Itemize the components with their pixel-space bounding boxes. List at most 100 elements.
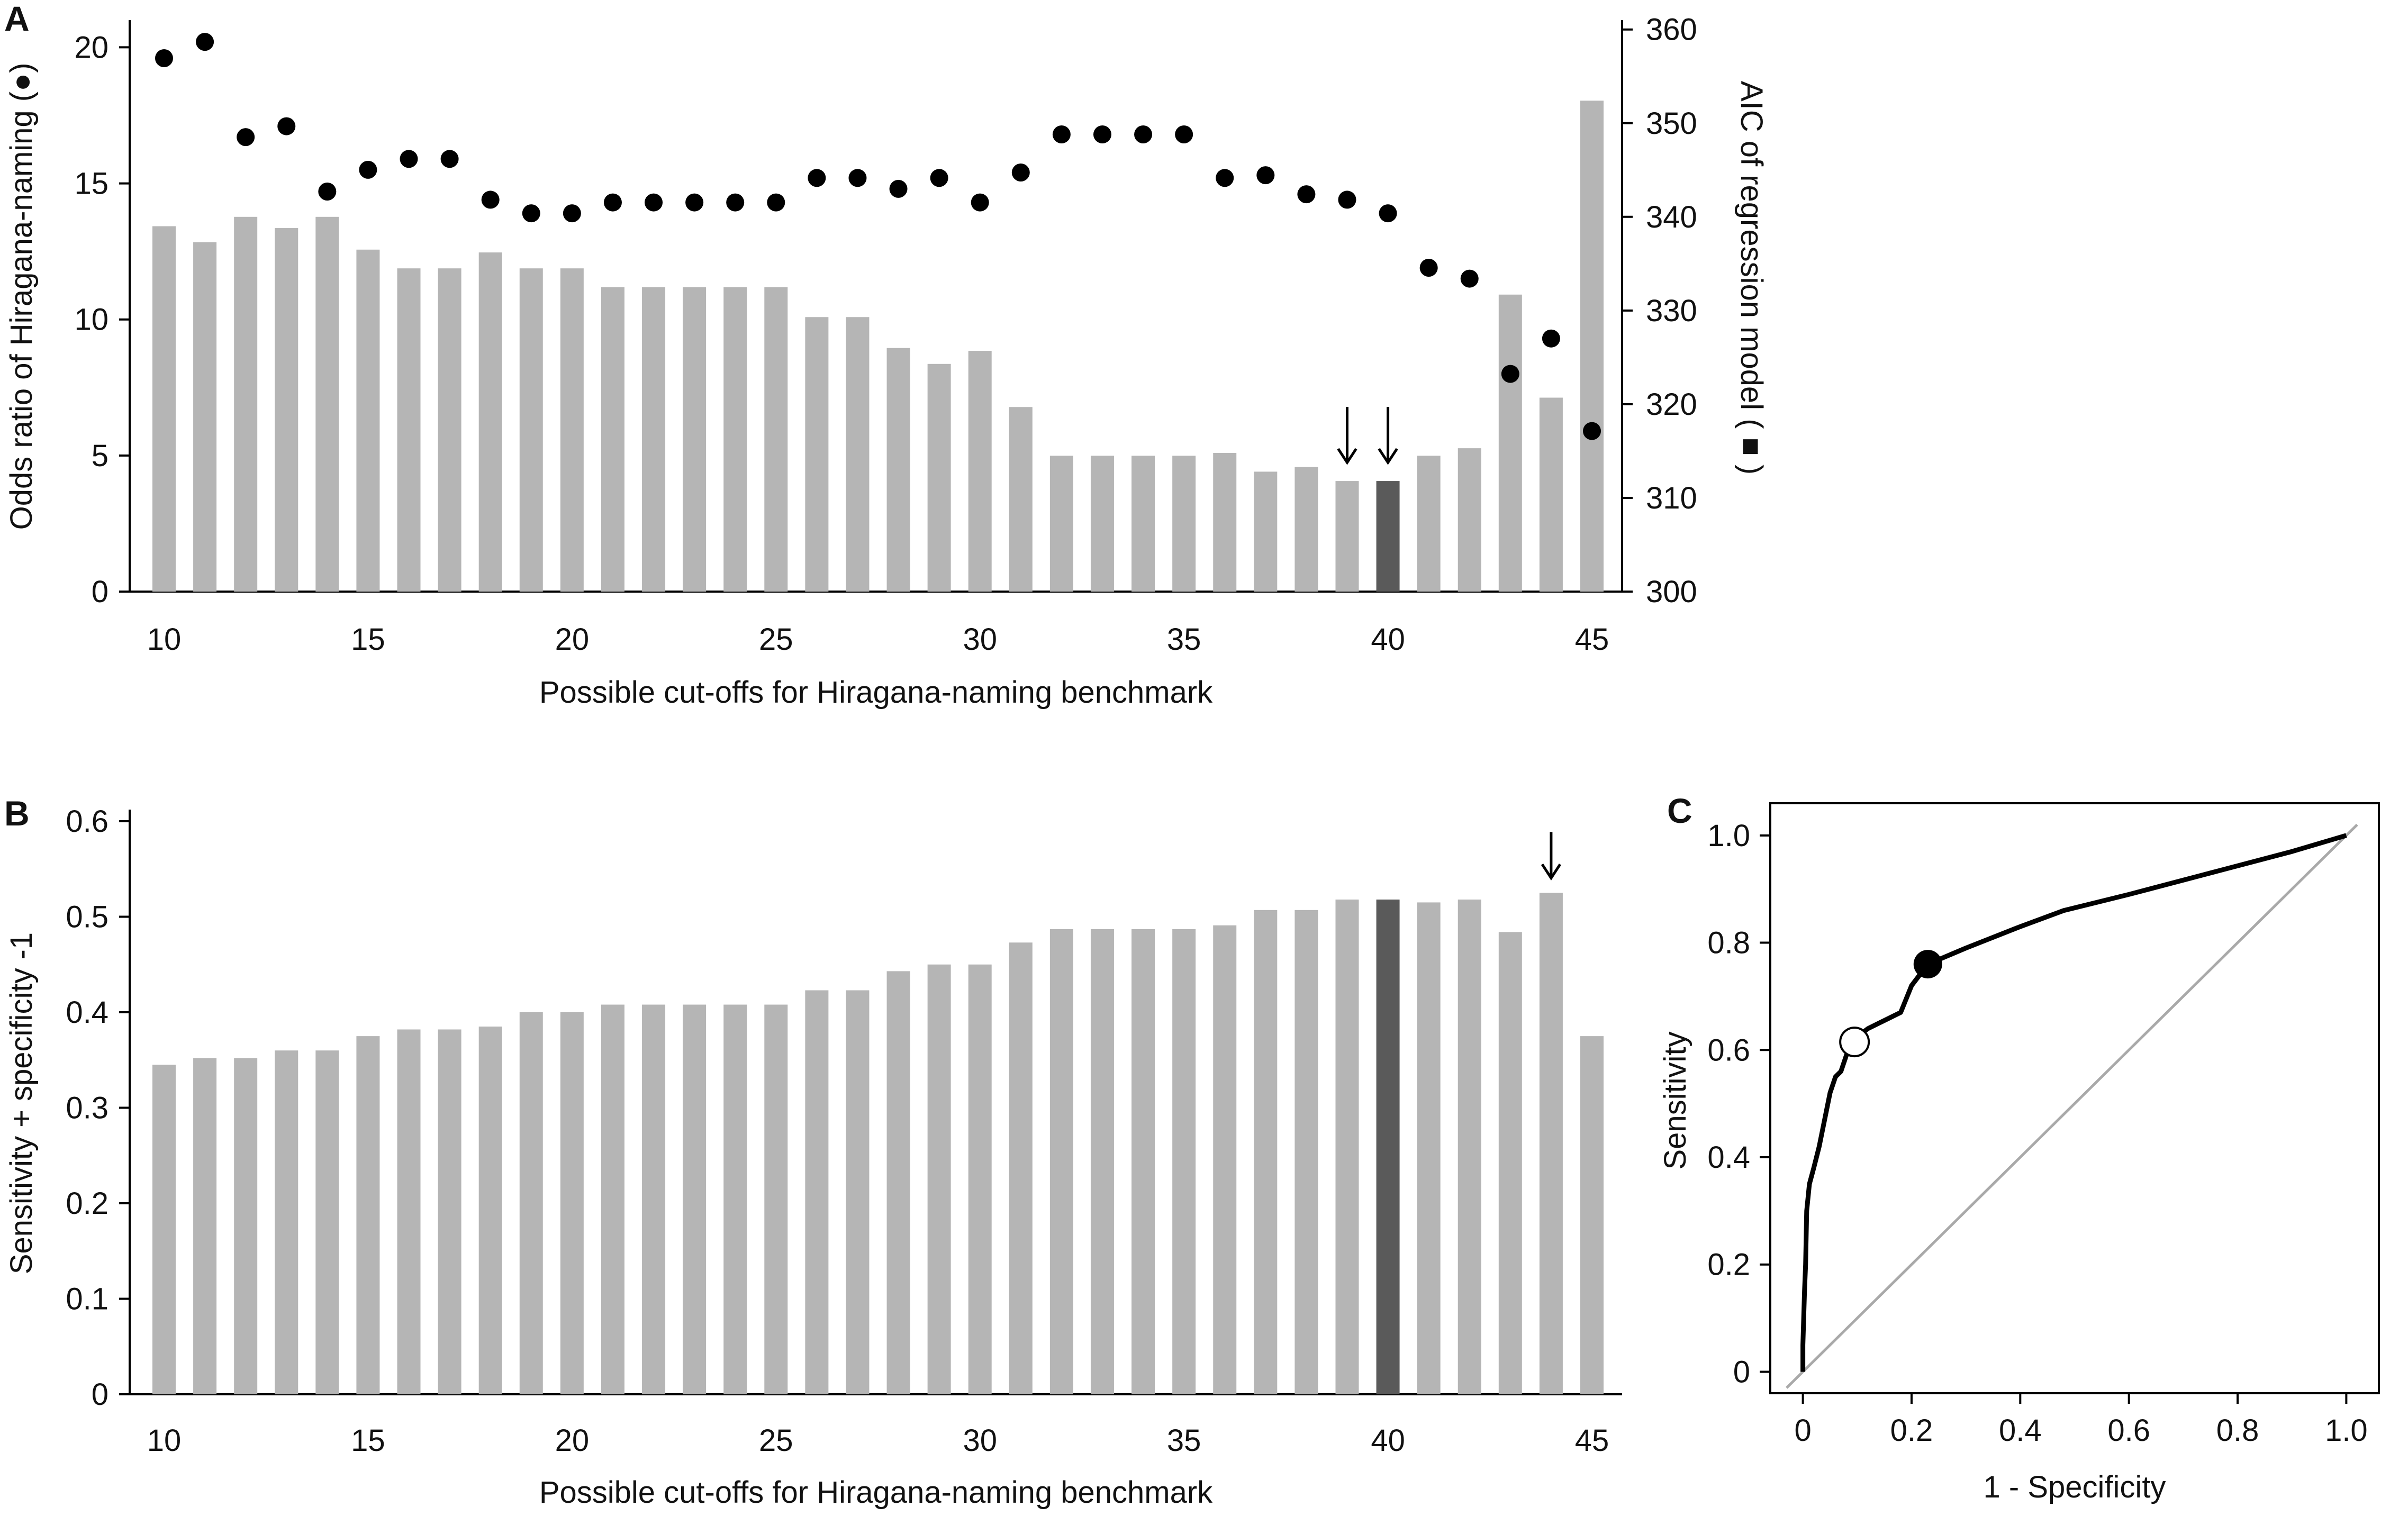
- panel-c-y-tick: 0.4: [1707, 1140, 1750, 1175]
- aic-bar-27: [846, 317, 870, 592]
- odds-point-27: [848, 169, 867, 187]
- youden-bar-33: [1090, 929, 1114, 1394]
- youden-bar-45: [1580, 1036, 1604, 1394]
- aic-bar-17: [438, 268, 461, 592]
- panel-a-x-tick: 45: [1575, 622, 1609, 657]
- panel-b-x-tick: 40: [1371, 1423, 1405, 1458]
- aic-bar-31: [1009, 407, 1033, 592]
- panel-b-bars: [152, 893, 1604, 1394]
- youden-bar-12: [234, 1058, 258, 1394]
- panel-b-x-ticks: 10 15 20 25 30 35 40 45: [147, 1423, 1609, 1458]
- youden-bar-11: [193, 1058, 217, 1394]
- panel-b-x-tick: 35: [1167, 1423, 1201, 1458]
- odds-point-35: [1175, 125, 1193, 143]
- panel-a-right-y-label: AIC of regression model ( ■ ): [1734, 81, 1769, 475]
- panel-a-bars: [152, 101, 1604, 592]
- panel-b-x-label: Possible cut-offs for Hiragana-naming be…: [539, 1475, 1213, 1510]
- youden-bar-27: [846, 990, 870, 1394]
- panel-b-x-tick: 20: [555, 1423, 590, 1458]
- panel-c-x-tick: 0.6: [2107, 1413, 2150, 1448]
- panel-c-y-tick: 1.0: [1707, 819, 1750, 853]
- aic-bar-32: [1049, 456, 1073, 592]
- panel-a-right-tick: 330: [1646, 294, 1697, 328]
- odds-point-24: [726, 193, 745, 212]
- panel-b-y-tick: 0.6: [66, 804, 108, 839]
- youden-bar-44: [1539, 893, 1563, 1394]
- youden-bar-25: [764, 1004, 788, 1394]
- odds-point-13: [277, 117, 296, 135]
- odds-point-12: [237, 128, 255, 147]
- panel-b-y-tick: 0.2: [66, 1186, 108, 1221]
- filled-cutoff-point: [1913, 950, 1942, 979]
- odds-point-44: [1542, 329, 1560, 348]
- panel-a-x-tick: 20: [555, 622, 590, 657]
- panel-a-label: A: [4, 0, 30, 38]
- aic-bar-19: [519, 268, 543, 592]
- panel-c-x-tick: 1.0: [2325, 1413, 2368, 1448]
- panel-b-y-label: Sensitivity + specificity -1: [4, 932, 39, 1274]
- odds-point-43: [1501, 365, 1519, 383]
- aic-bar-36: [1213, 452, 1237, 592]
- panel-a-x-tick: 15: [351, 622, 385, 657]
- odds-point-45: [1583, 422, 1601, 440]
- panel-a-left-tick: 20: [74, 30, 108, 65]
- aic-bar-39: [1335, 481, 1359, 592]
- aic-bar-20: [560, 268, 584, 592]
- aic-bar-34: [1131, 456, 1155, 592]
- odds-point-32: [1052, 125, 1071, 143]
- youden-bar-16: [397, 1029, 421, 1394]
- odds-point-20: [563, 204, 581, 223]
- aic-bar-30: [968, 350, 992, 592]
- youden-bar-41: [1417, 902, 1441, 1394]
- panel-a-right-tick: 310: [1646, 481, 1697, 515]
- youden-bar-10: [152, 1065, 176, 1394]
- panel-b-x-tick: 45: [1575, 1423, 1609, 1458]
- panel-c-x-tick: 0.8: [2216, 1413, 2259, 1448]
- youden-bar-23: [683, 1004, 707, 1394]
- odds-point-25: [767, 193, 785, 212]
- odds-point-33: [1093, 125, 1111, 143]
- panel-a: A 10 15 20 25 30 35 40 45 0 5 10 15 20 300 310 320 330…: [4, 0, 1769, 710]
- odds-point-40: [1379, 204, 1397, 223]
- panel-b-label: B: [4, 794, 30, 833]
- panel-b-arrows: [1541, 832, 1562, 880]
- aic-bar-25: [764, 287, 788, 592]
- aic-bar-18: [478, 252, 502, 592]
- panel-a-left-y-label: Odds ratio of Hiragana-naming (●): [4, 63, 39, 530]
- panel-a-x-ticks: 10 15 20 25 30 35 40 45: [147, 622, 1609, 657]
- panel-c-y-tick: 0.8: [1707, 926, 1750, 960]
- aic-bar-29: [927, 364, 951, 592]
- odds-point-16: [400, 150, 418, 168]
- odds-point-34: [1134, 125, 1153, 143]
- panel-a-right-tick: 340: [1646, 200, 1697, 234]
- youden-bar-31: [1009, 942, 1033, 1394]
- reference-diagonal: [1786, 823, 2358, 1389]
- odds-point-28: [889, 179, 908, 198]
- odds-point-37: [1256, 166, 1275, 185]
- youden-bar-26: [805, 990, 829, 1394]
- panel-a-left-tick: 15: [74, 167, 108, 201]
- panel-a-x-tick: 40: [1371, 622, 1405, 657]
- aic-bar-12: [234, 216, 258, 592]
- odds-point-18: [481, 190, 500, 209]
- youden-bar-17: [438, 1029, 461, 1394]
- panel-c-points: [1839, 950, 1942, 1058]
- panel-a-x-tick: 35: [1167, 622, 1201, 657]
- aic-bar-45: [1580, 101, 1604, 592]
- youden-bar-20: [560, 1012, 584, 1394]
- panel-b-x-tick: 30: [963, 1423, 997, 1458]
- aic-bar-10: [152, 226, 176, 592]
- youden-bar-19: [519, 1012, 543, 1394]
- youden-bar-40: [1376, 900, 1400, 1394]
- panel-c-label: C: [1667, 791, 1692, 830]
- odds-point-29: [930, 169, 948, 187]
- aic-bar-24: [723, 287, 747, 592]
- panel-a-x-tick: 30: [963, 622, 997, 657]
- aic-bar-23: [683, 287, 707, 592]
- panel-c-y-label: Sensitivity: [1658, 1031, 1692, 1169]
- panel-b-y-tick: 0.1: [66, 1282, 108, 1317]
- panel-a-arrows: [1337, 407, 1398, 465]
- youden-bar-22: [642, 1004, 666, 1394]
- odds-point-26: [808, 169, 826, 187]
- youden-bar-36: [1213, 925, 1237, 1394]
